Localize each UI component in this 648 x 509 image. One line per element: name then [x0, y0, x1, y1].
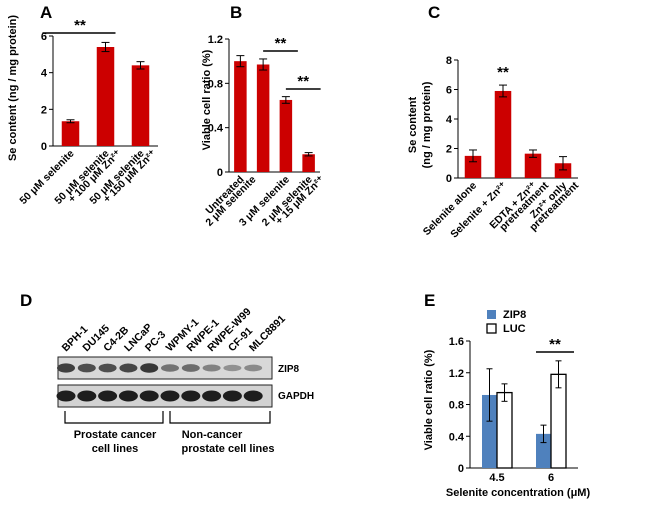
panel-label-e: E — [424, 291, 435, 310]
chart-b-bar — [256, 64, 270, 172]
chart-e-xlabel: Selenite concentration (μM) — [446, 487, 591, 499]
blot-gapdh-band — [222, 390, 242, 402]
blot-zip8-band — [223, 364, 242, 372]
chart-e-ytick-label: 1.6 — [449, 336, 464, 348]
bracket-noncancer — [169, 411, 271, 424]
blot-gapdh-band — [118, 390, 138, 402]
chart-a-ytick-label: 2 — [41, 104, 47, 116]
bracket-cancer — [64, 411, 164, 424]
chart-c-bar — [494, 90, 512, 178]
chart-b: Viable cell ratio (%) 00.40.81.2Untreate… — [201, 34, 327, 229]
chart-a-ytick-label: 4 — [41, 68, 48, 80]
chart-c-bar — [464, 155, 482, 178]
chart-c-ytick-label: 2 — [446, 144, 452, 156]
panel-label-d: D — [20, 291, 32, 310]
blot-gapdh-band — [98, 390, 118, 402]
chart-b-ytick-label: 0.4 — [208, 123, 224, 135]
chart-c-ylabel-line1: Se content — [407, 97, 419, 154]
chart-b-ytick-label: 0.8 — [208, 78, 223, 90]
blot-zip8-band — [244, 364, 263, 372]
chart-a-bar — [61, 121, 80, 146]
panel-label-a: A — [40, 3, 52, 22]
chart-a-significance-label: ** — [74, 17, 86, 34]
chart-b-bar — [302, 154, 315, 172]
blot-zip8-band — [181, 364, 200, 372]
blot-gapdh-band — [202, 390, 222, 402]
chart-b-bar — [279, 99, 293, 172]
group-label-cancer-2: cell lines — [92, 443, 138, 455]
chart-a-ytick-label: 6 — [41, 31, 47, 43]
chart-a-ytick-label: 0 — [41, 141, 47, 153]
blot-zip8-band — [98, 363, 117, 373]
chart-e-significance-label: ** — [549, 336, 561, 353]
chart-c-significance-label: ** — [497, 64, 509, 81]
blot-row-label-zip8: ZIP8 — [278, 364, 300, 375]
chart-c-ytick-label: 4 — [446, 114, 453, 126]
legend-label-zip8: ZIP8 — [503, 309, 526, 321]
chart-c-bar — [554, 163, 572, 178]
panel-label-c: C — [428, 3, 440, 22]
western-blot: BPH-1DU145C4-2BLNCaPPC-3WPMY-1RWPE-1RWPE… — [56, 306, 314, 455]
blot-zip8-band — [77, 363, 96, 373]
chart-a-bar — [131, 65, 150, 146]
chart-e-bar — [482, 394, 497, 468]
chart-e-category-label: 4.5 — [489, 472, 504, 484]
blot-zip8-band — [119, 363, 138, 373]
blot-gapdh-band — [139, 390, 159, 402]
legend-label-luc: LUC — [503, 323, 526, 335]
blot-gapdh-band — [56, 390, 76, 402]
chart-e-bar — [536, 433, 551, 468]
chart-e-bar — [496, 391, 513, 469]
chart-c: Se content (ng / mg protein) 02468Seleni… — [407, 55, 581, 241]
group-label-cancer-1: Prostate cancer — [74, 429, 157, 441]
chart-a-bar — [96, 47, 115, 146]
panel-label-b: B — [230, 3, 242, 22]
chart-e: Viable cell ratio (%) Selenite concentra… — [423, 309, 590, 499]
legend-swatch-zip8 — [487, 310, 496, 319]
chart-e-ytick-label: 0.8 — [449, 400, 464, 412]
chart-c-bar — [524, 153, 542, 178]
chart-e-ylabel: Viable cell ratio (%) — [423, 349, 435, 450]
chart-a-ylabel: Se content (ng / mg protein) — [7, 15, 19, 161]
chart-e-ytick-label: 1.2 — [449, 368, 464, 380]
blot-zip8-band — [140, 363, 159, 373]
chart-c-ylabel-line2: (ng / mg protein) — [421, 81, 433, 168]
blot-zip8-band — [161, 364, 179, 372]
blot-gapdh-band — [243, 390, 263, 402]
blot-row-label-gapdh: GAPDH — [278, 391, 314, 402]
blot-zip8-band — [202, 364, 221, 372]
blot-gapdh-band — [181, 390, 201, 402]
chart-c-ytick-label: 0 — [446, 173, 452, 185]
chart-e-ytick-label: 0.4 — [449, 431, 465, 443]
chart-e-category-label: 6 — [548, 472, 554, 484]
chart-e-ytick-label: 0 — [458, 463, 464, 475]
chart-b-ytick-label: 0 — [217, 167, 223, 179]
chart-b-significance-label: ** — [297, 73, 309, 90]
chart-e-bar — [550, 373, 567, 469]
chart-c-ytick-label: 6 — [446, 85, 452, 97]
legend-swatch-luc — [486, 323, 497, 334]
blot-gapdh-band — [77, 390, 97, 402]
group-label-noncancer-2: prostate cell lines — [182, 443, 275, 455]
chart-c-ytick-label: 8 — [446, 55, 452, 67]
chart-b-bar — [234, 61, 247, 172]
group-label-noncancer-1: Non-cancer — [182, 429, 243, 441]
chart-b-significance-label: ** — [275, 35, 287, 52]
chart-b-ylabel: Viable cell ratio (%) — [201, 49, 213, 150]
blot-zip8-band — [57, 363, 75, 373]
blot-gapdh-band — [160, 390, 180, 402]
chart-b-ytick-label: 1.2 — [208, 34, 223, 46]
